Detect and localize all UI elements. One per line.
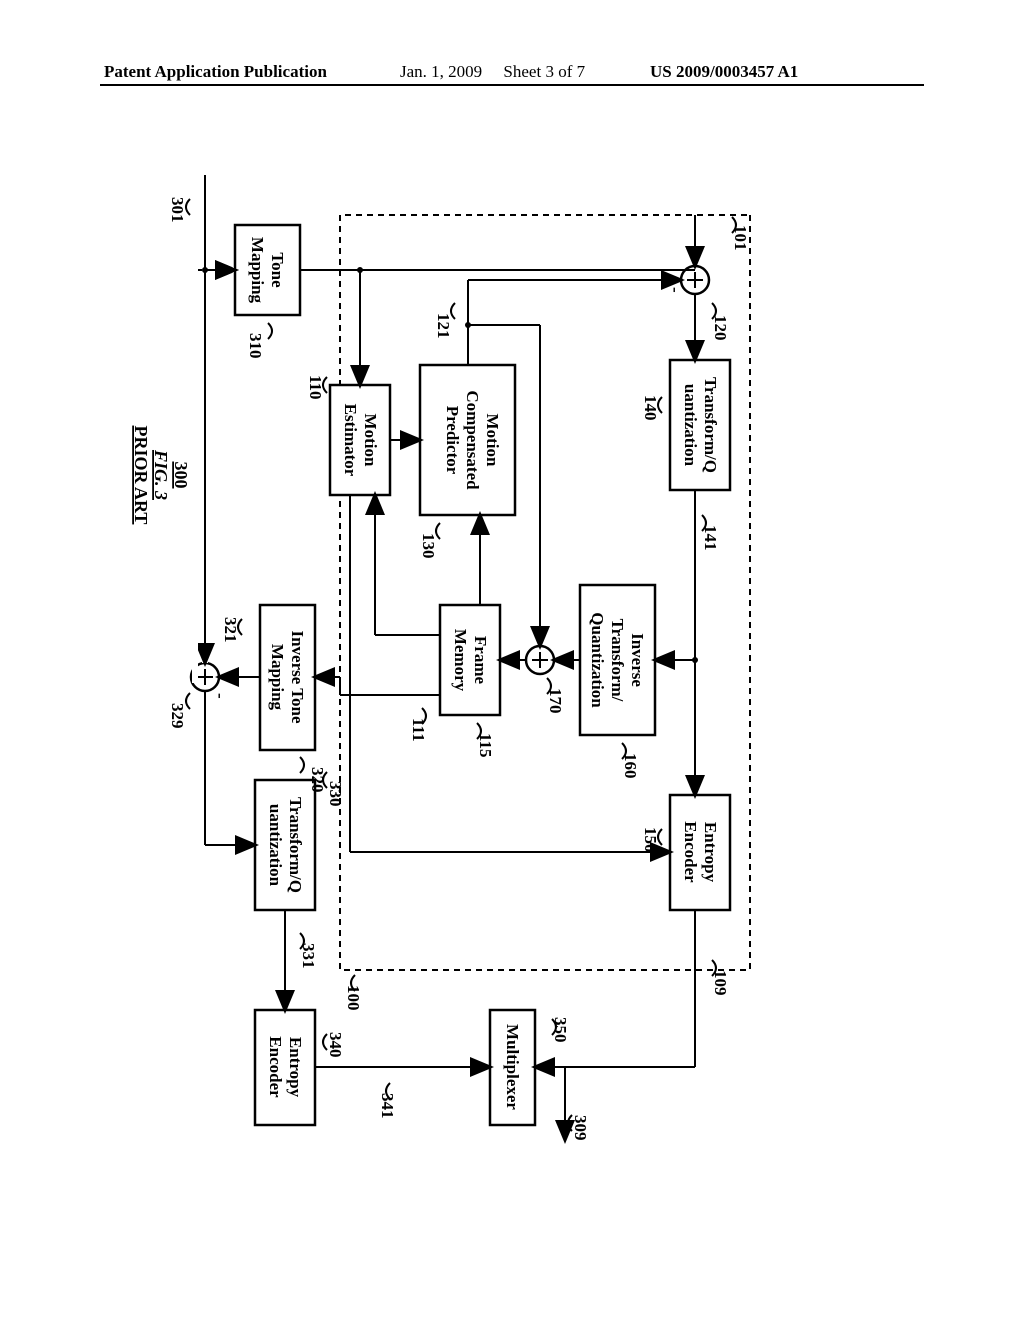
ref-140: 140	[641, 395, 660, 421]
ref-109: 109	[711, 970, 730, 996]
ref-160: 160	[621, 753, 640, 779]
ref-310: 310	[246, 333, 265, 359]
itq160-l1: Inverse	[628, 633, 647, 687]
ref-329: 329	[168, 703, 187, 729]
ref-111: 111	[409, 718, 428, 742]
fig-prior-art: PRIOR ART	[131, 426, 151, 525]
fig-number: 300	[171, 462, 191, 489]
fm115-box	[440, 605, 500, 715]
ref-350: 350	[551, 1017, 570, 1043]
tq140-box	[670, 360, 730, 490]
ref-301: 301	[168, 197, 187, 223]
svg-text:-: -	[211, 693, 230, 699]
ref-100: 100	[344, 985, 363, 1011]
ref-101: 101	[731, 225, 750, 251]
me110-l1: Motion	[361, 414, 380, 467]
itm320-l1: Inverse Tone	[288, 630, 307, 723]
mcp130-l1: Motion	[483, 414, 502, 467]
ref-170: 170	[546, 688, 565, 714]
ee150-l2: Encoder	[681, 821, 700, 883]
tq140-l1: Transform/Q	[701, 377, 720, 473]
ref-121: 121	[434, 313, 453, 339]
ref-321: 321	[221, 617, 240, 643]
header-sheet: Sheet 3 of 7	[503, 62, 585, 81]
ee340-l1: Entropy	[286, 1037, 305, 1098]
fm115-l2: Memory	[451, 629, 470, 692]
tq140-l2: uantization	[681, 384, 700, 467]
ref-331: 331	[299, 943, 318, 969]
header-rule	[100, 84, 924, 86]
ee150-box	[670, 795, 730, 910]
mcp130-l3: Predictor	[443, 406, 462, 475]
header-pubno: US 2009/0003457 A1	[650, 62, 798, 82]
patent-page: Patent Application Publication Jan. 1, 2…	[0, 0, 1024, 1320]
figure-3-diagram: Tone Mapping - Transform/Q uantization I…	[0, 155, 790, 815]
header-date-sheet: Jan. 1, 2009 Sheet 3 of 7	[400, 62, 585, 82]
ref-309: 309	[571, 1115, 590, 1141]
ee340-l2: Encoder	[266, 1036, 285, 1098]
diagram-svg: Tone Mapping - Transform/Q uantization I…	[130, 155, 790, 1145]
svg-text:-: -	[666, 287, 685, 293]
itm320-l2: Mapping	[268, 644, 287, 711]
ref-341: 341	[378, 1093, 397, 1119]
tq330-l1: Transform/Q	[286, 797, 305, 893]
tq330-box	[255, 780, 315, 910]
itq160-l2: Transform/	[608, 619, 627, 702]
ref-120: 120	[711, 315, 730, 341]
tone-mapping-l2: Mapping	[248, 237, 267, 304]
ref-130: 130	[419, 533, 438, 559]
me110-l2: Estimator	[341, 404, 360, 477]
ref-150: 150	[641, 827, 660, 853]
tone-mapping-l1: Tone	[268, 252, 287, 288]
mux350-l1: Multiplexer	[503, 1024, 522, 1110]
fig-title: FIG. 3	[151, 449, 171, 500]
ref-340: 340	[326, 1032, 345, 1058]
header-date: Jan. 1, 2009	[400, 62, 482, 81]
tq330-l2: uantization	[266, 804, 285, 887]
ref-320: 320	[308, 767, 327, 793]
header-publication: Patent Application Publication	[104, 62, 327, 82]
me110-box	[330, 385, 390, 495]
fm115-l1: Frame	[471, 636, 490, 685]
itq160-l3: Quantization	[588, 612, 607, 708]
mcp130-l2: Compensated	[463, 390, 482, 490]
ee340-box	[255, 1010, 315, 1125]
ref-115: 115	[476, 733, 495, 758]
ref-110: 110	[306, 375, 325, 400]
ee150-l1: Entropy	[701, 822, 720, 883]
ref-330b: 330	[326, 781, 345, 807]
ref-141: 141	[701, 525, 720, 551]
